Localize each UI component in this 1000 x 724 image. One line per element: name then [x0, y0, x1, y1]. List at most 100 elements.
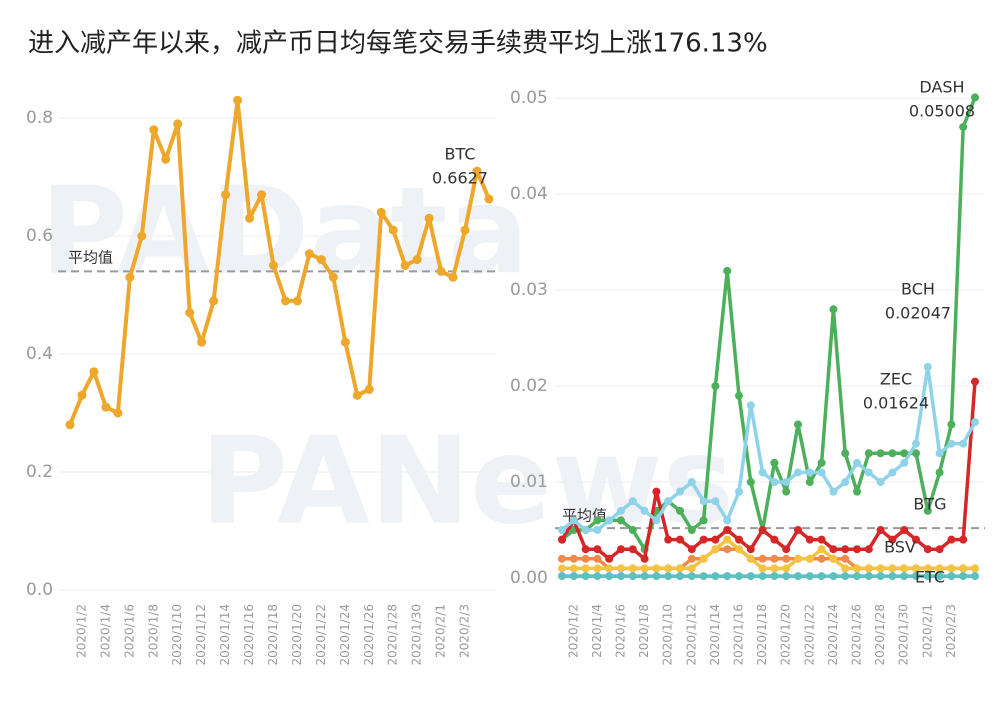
point: [472, 166, 482, 176]
point: [617, 506, 625, 515]
point: [316, 255, 326, 265]
point: [687, 526, 696, 535]
point: [758, 468, 767, 477]
x-tick-label: 2020/1/6: [614, 604, 628, 658]
watermark: PAData: [40, 163, 529, 302]
point: [794, 526, 802, 535]
point: [640, 564, 649, 573]
point: [699, 516, 708, 525]
x-tick-label: 2020/1/12: [194, 604, 208, 666]
point: [581, 545, 590, 554]
point: [971, 564, 979, 573]
x-tick-label: 2020/1/14: [708, 604, 722, 666]
point: [617, 572, 625, 581]
point: [923, 506, 932, 515]
point: [593, 526, 602, 535]
point: [959, 535, 968, 544]
point: [221, 190, 231, 200]
point: [723, 572, 732, 581]
point: [947, 439, 956, 448]
point: [841, 554, 850, 563]
point: [711, 535, 720, 544]
point: [593, 572, 602, 581]
point: [841, 545, 850, 554]
point: [735, 487, 743, 496]
point: [900, 458, 909, 467]
point: [89, 367, 99, 377]
point: [113, 408, 123, 418]
point: [782, 554, 791, 563]
point: [735, 545, 743, 554]
page-title: 进入减产年以来，减产币日均每笔交易手续费平均上涨176.13%: [28, 29, 768, 59]
point: [888, 449, 897, 458]
point: [746, 572, 755, 581]
y-tick-label: 0.6: [26, 226, 53, 246]
point: [782, 572, 791, 581]
point: [853, 572, 861, 581]
point: [460, 225, 470, 235]
series: [558, 93, 979, 554]
point: [711, 545, 720, 554]
x-tick-label: 2020/2/3: [458, 604, 472, 658]
point: [770, 554, 779, 563]
point: [923, 572, 932, 581]
point: [723, 545, 732, 554]
point: [805, 572, 814, 581]
y-tick-label: 0.03: [510, 280, 548, 300]
point: [829, 572, 838, 581]
point: [569, 554, 578, 563]
x-tick-label: 2020/1/4: [590, 604, 604, 658]
average-label: 平均值: [68, 249, 113, 267]
point: [664, 497, 673, 506]
point: [841, 564, 850, 573]
point: [876, 526, 885, 535]
point: [817, 545, 826, 554]
point: [888, 572, 897, 581]
point: [841, 449, 850, 458]
point: [687, 478, 696, 487]
point: [864, 572, 873, 581]
point: [687, 572, 696, 581]
point: [209, 296, 219, 306]
point: [484, 194, 494, 204]
point: [758, 554, 767, 563]
point: [876, 449, 885, 458]
point: [912, 535, 920, 544]
x-tick-label: 2020/1/2: [566, 604, 580, 658]
x-tick-label: 2020/1/18: [755, 604, 769, 666]
y-tick-label: 0.04: [510, 184, 548, 204]
point: [581, 554, 590, 563]
y-tick-label: 0.01: [510, 472, 548, 492]
point: [935, 545, 944, 554]
point: [888, 535, 897, 544]
point: [388, 225, 398, 235]
point: [617, 564, 625, 573]
point: [864, 545, 873, 554]
x-tick-label: 2020/1/8: [637, 604, 651, 658]
point: [687, 545, 696, 554]
x-tick-label: 2020/1/26: [850, 604, 864, 666]
series: [558, 535, 979, 573]
point: [687, 554, 696, 563]
point: [723, 526, 732, 535]
point: [137, 231, 147, 241]
series-label: ZEC: [880, 370, 912, 389]
x-tick-label: 2020/1/4: [98, 604, 112, 658]
point: [912, 449, 920, 458]
point: [817, 572, 826, 581]
point: [617, 516, 625, 525]
point: [876, 478, 885, 487]
point: [304, 249, 314, 259]
series-label: DASH: [919, 78, 964, 97]
point: [652, 516, 661, 525]
point: [268, 261, 278, 270]
point: [412, 255, 422, 265]
point: [947, 564, 956, 573]
point: [593, 554, 602, 563]
point: [735, 391, 743, 400]
point: [971, 377, 979, 386]
point: [770, 572, 779, 581]
x-tick-label: 2020/1/30: [897, 604, 911, 666]
point: [628, 526, 637, 535]
